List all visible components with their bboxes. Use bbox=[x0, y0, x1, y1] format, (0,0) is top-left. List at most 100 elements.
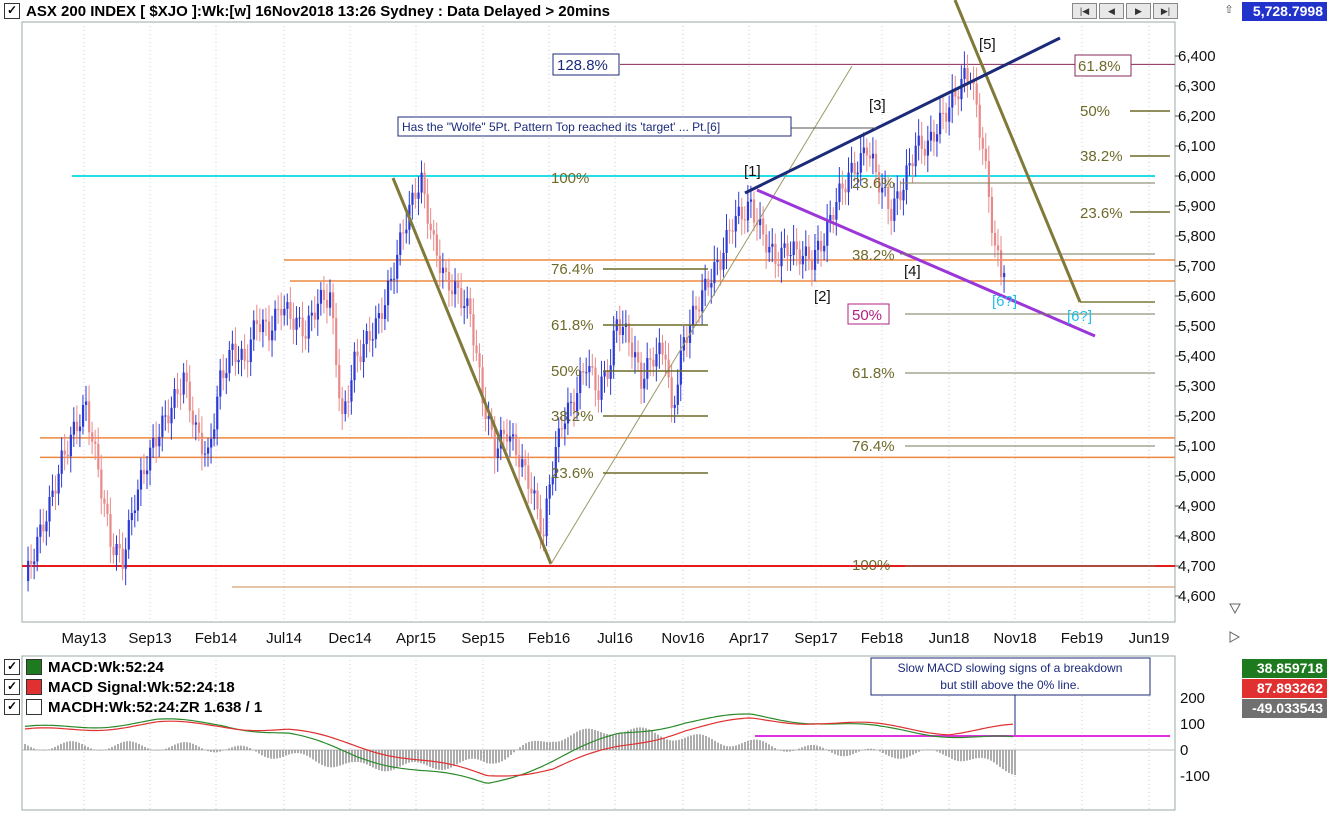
price-candle bbox=[185, 372, 188, 382]
y-tick-label: 6,300 bbox=[1178, 78, 1216, 95]
price-candle bbox=[1000, 250, 1003, 278]
price-candle bbox=[569, 401, 573, 403]
price-candle bbox=[530, 488, 533, 494]
price-candle bbox=[548, 484, 551, 499]
price-candle bbox=[33, 561, 36, 565]
price-candle bbox=[255, 320, 258, 325]
signal-color-swatch[interactable] bbox=[26, 679, 42, 695]
price-candle bbox=[862, 147, 865, 154]
visibility-checkbox[interactable]: ✓ bbox=[4, 3, 20, 19]
price-candle bbox=[103, 498, 106, 504]
price-candle bbox=[130, 513, 133, 521]
wave-label: [2] bbox=[814, 288, 831, 305]
price-candle bbox=[146, 470, 149, 475]
price-candle bbox=[792, 241, 795, 256]
price-candle bbox=[893, 198, 896, 221]
macd-checkbox[interactable]: ✓ bbox=[4, 659, 20, 675]
price-candle bbox=[783, 243, 786, 248]
price-candle bbox=[57, 473, 60, 494]
x-tick-label: Sep15 bbox=[461, 630, 504, 647]
price-candle bbox=[344, 401, 347, 414]
price-candle bbox=[908, 163, 911, 166]
scroll-first-button[interactable]: |◀ bbox=[1072, 3, 1097, 19]
price-candle bbox=[365, 331, 368, 345]
price-candle bbox=[713, 262, 716, 284]
price-candle bbox=[289, 302, 292, 319]
price-candle bbox=[69, 434, 72, 457]
price-candle bbox=[149, 447, 152, 471]
price-candle bbox=[332, 292, 335, 319]
price-candle bbox=[673, 404, 676, 408]
price-candle bbox=[81, 404, 85, 427]
price-candle bbox=[466, 298, 469, 307]
price-candle bbox=[954, 90, 957, 97]
price-candle bbox=[219, 370, 222, 397]
price-candle bbox=[804, 246, 807, 256]
note-text: Slow MACD slowing signs of a breakdown bbox=[898, 661, 1123, 675]
scroll-back-button[interactable]: ◀ bbox=[1099, 3, 1124, 19]
price-candle bbox=[801, 255, 804, 265]
price-candle bbox=[527, 465, 530, 489]
scroll-last-button[interactable]: ▶| bbox=[1153, 3, 1178, 19]
price-candle bbox=[585, 372, 588, 374]
macd-color-swatch[interactable] bbox=[26, 659, 42, 675]
x-tick-label: Apr15 bbox=[396, 630, 436, 647]
price-candle bbox=[960, 78, 963, 100]
price-candle bbox=[573, 401, 576, 412]
price-candle bbox=[30, 560, 33, 565]
price-candle bbox=[176, 389, 179, 394]
price-candle bbox=[152, 438, 155, 448]
price-candle bbox=[637, 352, 640, 363]
macdh-checkbox[interactable]: ✓ bbox=[4, 699, 20, 715]
price-candle bbox=[493, 429, 496, 459]
price-candle bbox=[557, 428, 560, 448]
fib-label: 38.2% bbox=[1080, 148, 1123, 165]
price-candle bbox=[359, 356, 362, 362]
price-candle bbox=[399, 232, 402, 255]
price-candle bbox=[109, 514, 112, 547]
scroll-forward-button[interactable]: ▶ bbox=[1126, 3, 1151, 19]
price-candle bbox=[664, 354, 667, 360]
price-candle bbox=[868, 155, 872, 159]
price-candle bbox=[48, 496, 51, 522]
price-candle bbox=[386, 280, 390, 306]
x-tick-label: Jun19 bbox=[1129, 630, 1170, 647]
price-candle bbox=[917, 135, 920, 146]
price-candle bbox=[194, 422, 197, 425]
price-candle bbox=[652, 359, 655, 367]
price-candle bbox=[435, 234, 438, 256]
price-candle bbox=[97, 443, 100, 470]
price-candle bbox=[630, 342, 634, 358]
price-candle bbox=[817, 240, 820, 250]
y-tick-label: 4,800 bbox=[1178, 528, 1216, 545]
price-candle bbox=[945, 112, 948, 122]
price-candle bbox=[164, 415, 167, 417]
price-candle bbox=[813, 249, 817, 270]
signal-checkbox[interactable]: ✓ bbox=[4, 679, 20, 695]
price-candle bbox=[722, 252, 725, 270]
price-candle bbox=[896, 191, 899, 199]
price-candle bbox=[329, 292, 332, 308]
macdh-color-swatch[interactable] bbox=[26, 699, 42, 715]
price-candle bbox=[231, 343, 234, 350]
price-candle bbox=[85, 401, 88, 405]
price-candle bbox=[451, 290, 454, 295]
price-candle bbox=[271, 330, 274, 341]
price-candle bbox=[252, 320, 255, 340]
price-candle bbox=[454, 281, 457, 295]
price-candle bbox=[121, 548, 124, 569]
y-tick-label: 5,100 bbox=[1178, 438, 1216, 455]
price-candle bbox=[484, 403, 487, 420]
price-candle bbox=[316, 303, 319, 320]
price-candle bbox=[582, 371, 585, 373]
scale-down-icon bbox=[1229, 603, 1241, 615]
price-candle bbox=[414, 192, 417, 199]
price-candle bbox=[606, 371, 609, 379]
price-candle bbox=[75, 421, 79, 432]
price-candle bbox=[771, 243, 774, 247]
scroll-up-icon[interactable]: ⇧ bbox=[1224, 4, 1234, 16]
price-candle bbox=[920, 135, 923, 149]
fib-label: 76.4% bbox=[852, 438, 895, 455]
wave-label: [6?] bbox=[992, 293, 1017, 310]
